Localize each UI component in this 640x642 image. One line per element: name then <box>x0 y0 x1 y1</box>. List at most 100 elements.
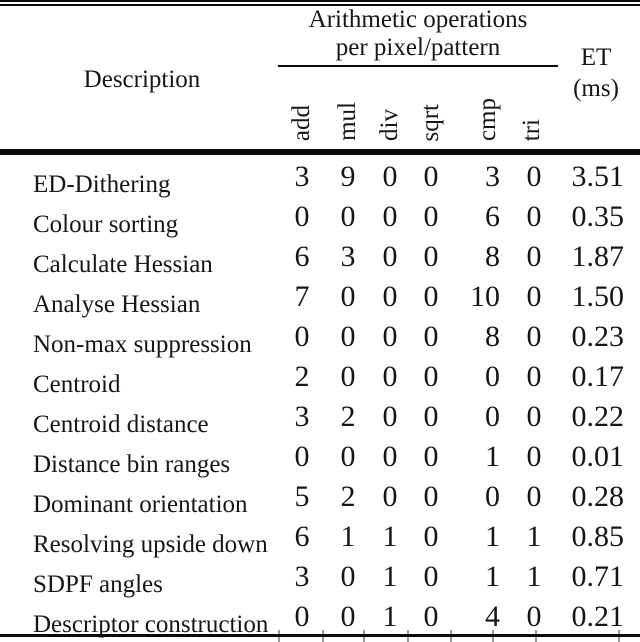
et-header-line2: (ms) <box>573 75 619 102</box>
cell-tri: 0 <box>526 200 542 233</box>
table-row: Analyse Hessian 7 0 0 0 10 0 1.50 <box>0 277 640 318</box>
cell-mul: 0 <box>340 560 356 593</box>
cell-mul: 1 <box>340 520 356 553</box>
cell-div: 1 <box>382 520 398 553</box>
cell-add: 2 <box>294 360 310 393</box>
cell-div: 1 <box>382 560 398 593</box>
column-header-add: add <box>288 104 315 141</box>
cell-cmp: 10 <box>470 280 500 313</box>
cell-cmp: 0 <box>485 480 500 513</box>
top-rule-inner <box>0 4 640 6</box>
cell-description: Centroid distance <box>33 411 209 438</box>
cell-tri: 0 <box>526 320 542 353</box>
cell-et: 1.87 <box>571 240 625 273</box>
cell-description: Resolving upside down <box>33 531 268 558</box>
cell-sqrt: 0 <box>423 400 439 433</box>
cell-add: 3 <box>294 160 310 193</box>
table-row: Descriptor construction 0 0 1 0 4 0 0.21 <box>0 597 640 638</box>
cell-description: Non-max suppression <box>33 331 252 358</box>
cell-et: 0.85 <box>571 520 625 553</box>
column-header-cmp: cmp <box>474 97 501 141</box>
group-header-arithmetic-operations: Arithmetic operations per pixel/pattern <box>278 6 558 67</box>
cell-mul: 3 <box>340 240 356 273</box>
cell-cmp: 1 <box>485 560 500 593</box>
cell-add: 6 <box>294 240 310 273</box>
column-header-description: Description <box>83 66 201 93</box>
cell-div: 1 <box>382 600 398 633</box>
group-header-line1: Arithmetic operations <box>308 6 528 33</box>
cell-cmp: 6 <box>485 200 500 233</box>
cell-mul: 9 <box>340 160 356 193</box>
cell-description: Distance bin ranges <box>33 451 231 478</box>
cell-mul: 2 <box>340 400 356 433</box>
cell-description: SDPF angles <box>33 571 163 598</box>
cell-description: Calculate Hessian <box>33 251 213 278</box>
cell-sqrt: 0 <box>423 320 439 353</box>
cell-cmp: 3 <box>485 160 500 193</box>
column-header-sqrt: sqrt <box>417 103 444 142</box>
cell-sqrt: 0 <box>423 280 439 313</box>
cell-add: 3 <box>294 560 310 593</box>
cell-et: 0.22 <box>571 400 625 433</box>
cell-div: 0 <box>382 400 398 433</box>
cell-sqrt: 0 <box>423 360 439 393</box>
cell-div: 0 <box>382 320 398 353</box>
cell-cmp: 8 <box>485 240 500 273</box>
cell-sqrt: 0 <box>423 160 439 193</box>
cell-add: 3 <box>294 400 310 433</box>
cell-add: 0 <box>294 200 310 233</box>
cell-div: 0 <box>382 480 398 513</box>
cell-et: 0.01 <box>571 440 625 473</box>
table-row: Resolving upside down 6 1 1 0 1 1 0.85 <box>0 517 640 558</box>
cell-description: Descriptor construction <box>33 611 269 638</box>
cell-description: Centroid <box>33 371 121 398</box>
cell-tri: 0 <box>526 480 542 513</box>
table-row: SDPF angles 3 0 1 0 1 1 0.71 <box>0 557 640 598</box>
cell-et: 0.23 <box>571 320 625 353</box>
column-header-mul: mul <box>334 102 361 141</box>
cell-add: 0 <box>294 320 310 353</box>
cell-description: Analyse Hessian <box>33 291 201 318</box>
cell-sqrt: 0 <box>423 480 439 513</box>
cell-div: 0 <box>382 160 398 193</box>
cell-cmp: 1 <box>485 520 500 553</box>
column-header-tri: tri <box>518 118 545 141</box>
table-row: ED-Dithering 3 9 0 0 3 0 3.51 <box>0 157 640 198</box>
cell-sqrt: 0 <box>423 440 439 473</box>
table-row: Centroid distance 3 2 0 0 0 0 0.22 <box>0 397 640 438</box>
cell-mul: 2 <box>340 480 356 513</box>
cell-mul: 0 <box>340 280 356 313</box>
table-row: Dominant orientation 5 2 0 0 0 0 0.28 <box>0 477 640 518</box>
cell-sqrt: 0 <box>423 520 439 553</box>
table-row: Distance bin ranges 0 0 0 0 1 0 0.01 <box>0 437 640 478</box>
cell-mul: 0 <box>340 600 356 633</box>
cell-mul: 0 <box>340 360 356 393</box>
cell-et: 0.17 <box>571 360 625 393</box>
cell-tri: 0 <box>526 240 542 273</box>
cell-div: 0 <box>382 280 398 313</box>
cell-et: 0.35 <box>571 200 625 233</box>
cell-add: 0 <box>294 600 310 633</box>
column-header-et: ET (ms) <box>556 42 636 104</box>
et-header-line1: ET <box>580 44 612 71</box>
cell-cmp: 0 <box>485 400 500 433</box>
cell-add: 0 <box>294 440 310 473</box>
cell-sqrt: 0 <box>423 240 439 273</box>
bottom-rule <box>0 634 640 637</box>
cell-tri: 0 <box>526 280 542 313</box>
cell-cmp: 1 <box>485 440 500 473</box>
column-header-div: div <box>376 109 403 141</box>
cell-tri: 1 <box>526 560 542 593</box>
table-row: Non-max suppression 0 0 0 0 8 0 0.23 <box>0 317 640 358</box>
cell-et: 1.50 <box>571 280 625 313</box>
cell-cmp: 8 <box>485 320 500 353</box>
table-row: Colour sorting 0 0 0 0 6 0 0.35 <box>0 197 640 238</box>
cell-sqrt: 0 <box>423 600 439 633</box>
cell-sqrt: 0 <box>423 560 439 593</box>
cell-add: 6 <box>294 520 310 553</box>
cell-mul: 0 <box>340 320 356 353</box>
top-rule-outer <box>0 0 640 2</box>
header-body-separator-rule <box>0 149 640 155</box>
cell-et: 0.28 <box>571 480 625 513</box>
